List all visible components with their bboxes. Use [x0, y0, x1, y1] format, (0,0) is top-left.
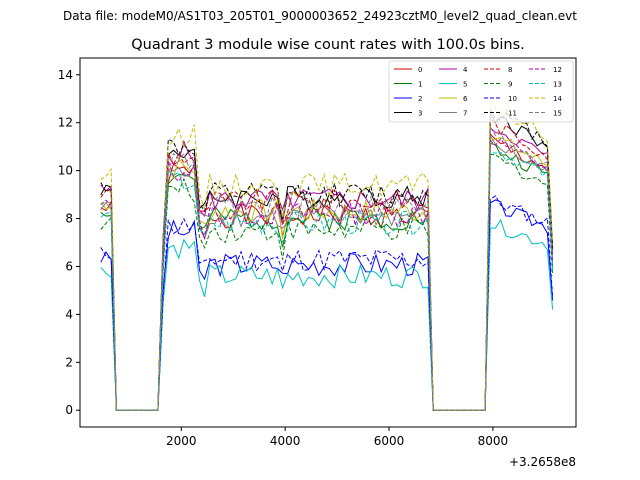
x-tick-label-0: 2000: [166, 434, 197, 448]
datafile-label: Data file: modeM0/AS1T03_205T01_90000036…: [63, 9, 577, 23]
x-tick-label-1: 4000: [270, 434, 301, 448]
legend-label-15: 15: [553, 110, 562, 118]
legend-label-14: 14: [553, 95, 562, 103]
legend-box: [388, 60, 574, 123]
legend-label-12: 12: [553, 66, 562, 74]
legend-label-8: 8: [508, 66, 512, 74]
series-line-10: [100, 195, 554, 411]
y-tick-label-2: 4: [65, 307, 73, 321]
x-tick-label-2: 6000: [374, 434, 405, 448]
y-tick-label-5: 10: [58, 164, 73, 178]
axes-frame: [79, 57, 577, 428]
series-line-11: [100, 108, 554, 411]
series-line-6: [100, 137, 554, 411]
y-tick-label-3: 6: [65, 259, 73, 273]
legend-label-13: 13: [553, 81, 562, 89]
legend-label-7: 7: [463, 110, 467, 118]
y-tick-label-6: 12: [58, 116, 73, 130]
y-tick-label-0: 0: [65, 403, 73, 417]
legend-label-2: 2: [418, 95, 422, 103]
legend-label-1: 1: [418, 81, 422, 89]
plot-area: [100, 96, 554, 411]
legend-label-11: 11: [508, 110, 517, 118]
legend-label-10: 10: [508, 95, 517, 103]
series-line-1: [100, 142, 554, 411]
series-line-7: [100, 134, 554, 411]
legend-label-4: 4: [463, 66, 468, 74]
legend-label-9: 9: [508, 81, 512, 89]
x-offset-label: +3.2658e8: [509, 455, 576, 469]
x-tick-label-3: 8000: [478, 434, 509, 448]
series-line-12: [100, 137, 554, 411]
legend-label-6: 6: [463, 95, 468, 103]
series-line-15: [100, 125, 554, 411]
series-line-5: [100, 218, 554, 411]
legend-label-3: 3: [418, 110, 422, 118]
y-tick-label-7: 14: [58, 68, 73, 82]
y-tick-label-4: 8: [65, 212, 73, 226]
series-line-2: [100, 199, 554, 411]
legend-label-0: 0: [418, 66, 422, 74]
legend-label-5: 5: [463, 81, 467, 89]
chart-title: Quadrant 3 module wise count rates with …: [131, 37, 525, 53]
series-line-9: [100, 153, 554, 411]
series-line-14: [100, 96, 554, 411]
y-tick-label-1: 2: [65, 355, 73, 369]
